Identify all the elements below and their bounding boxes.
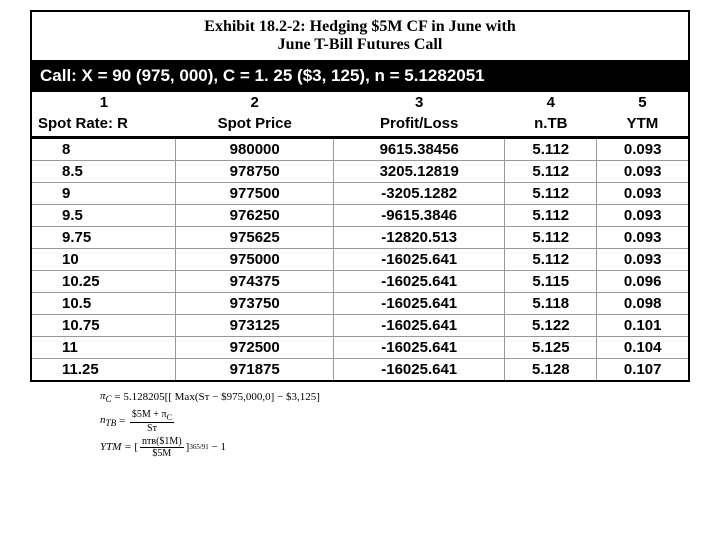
formula-pi: πC = 5.128205[[ Max(Sᴛ − $975,000,0] − $… (100, 388, 690, 407)
table-row: 10.5973750-16025.6415.1180.098 (31, 293, 689, 315)
cell-spot-price: 978750 (176, 161, 334, 183)
column-labels-row: Spot Rate: R Spot Price Profit/Loss n.TB… (31, 113, 689, 138)
cell-spot-price: 976250 (176, 205, 334, 227)
cell-spot-price: 973125 (176, 315, 334, 337)
col-label-ntb: n.TB (505, 113, 597, 138)
table-row: 9977500-3205.12825.1120.093 (31, 183, 689, 205)
cell-spot-rate: 10.25 (31, 271, 176, 293)
cell-ntb: 5.112 (505, 161, 597, 183)
cell-profit-loss: -16025.641 (334, 293, 505, 315)
col-num-5: 5 (597, 92, 689, 113)
table-body: 89800009615.384565.1120.0938.59787503205… (31, 138, 689, 382)
cell-ntb: 5.115 (505, 271, 597, 293)
col-num-3: 3 (334, 92, 505, 113)
table-row: 10.75973125-16025.6415.1220.101 (31, 315, 689, 337)
col-num-4: 4 (505, 92, 597, 113)
cell-ytm: 0.096 (597, 271, 689, 293)
cell-profit-loss: -16025.641 (334, 271, 505, 293)
cell-ytm: 0.093 (597, 205, 689, 227)
cell-ntb: 5.128 (505, 359, 597, 382)
cell-ntb: 5.112 (505, 249, 597, 271)
cell-spot-price: 975625 (176, 227, 334, 249)
cell-spot-price: 972500 (176, 337, 334, 359)
table-row: 9.75975625-12820.5135.1120.093 (31, 227, 689, 249)
col-label-profit-loss: Profit/Loss (334, 113, 505, 138)
col-label-spot-price: Spot Price (176, 113, 334, 138)
cell-profit-loss: -16025.641 (334, 359, 505, 382)
table-row: 89800009615.384565.1120.093 (31, 138, 689, 161)
title-line-1: Exhibit 18.2-2: Hedging $5M CF in June w… (42, 18, 678, 36)
cell-spot-price: 980000 (176, 138, 334, 161)
cell-ntb: 5.125 (505, 337, 597, 359)
hedging-table: 1 2 3 4 5 Spot Rate: R Spot Price Profit… (30, 92, 690, 382)
cell-profit-loss: -12820.513 (334, 227, 505, 249)
exhibit-title-box: Exhibit 18.2-2: Hedging $5M CF in June w… (30, 10, 690, 62)
cell-spot-rate: 9.75 (31, 227, 176, 249)
cell-ytm: 0.101 (597, 315, 689, 337)
cell-profit-loss: -16025.641 (334, 249, 505, 271)
cell-ytm: 0.093 (597, 249, 689, 271)
cell-spot-rate: 10 (31, 249, 176, 271)
cell-spot-price: 975000 (176, 249, 334, 271)
title-line-2: June T-Bill Futures Call (42, 36, 678, 54)
col-label-ytm: YTM (597, 113, 689, 138)
cell-spot-rate: 11.25 (31, 359, 176, 382)
table-row: 11.25971875-16025.6415.1280.107 (31, 359, 689, 382)
cell-ytm: 0.098 (597, 293, 689, 315)
cell-ytm: 0.107 (597, 359, 689, 382)
cell-spot-rate: 8.5 (31, 161, 176, 183)
cell-ntb: 5.118 (505, 293, 597, 315)
cell-profit-loss: 3205.12819 (334, 161, 505, 183)
cell-spot-rate: 8 (31, 138, 176, 161)
cell-ntb: 5.122 (505, 315, 597, 337)
col-num-2: 2 (176, 92, 334, 113)
cell-ytm: 0.093 (597, 227, 689, 249)
cell-spot-price: 973750 (176, 293, 334, 315)
cell-ytm: 0.104 (597, 337, 689, 359)
col-num-1: 1 (31, 92, 176, 113)
cell-spot-price: 977500 (176, 183, 334, 205)
table-row: 11972500-16025.6415.1250.104 (31, 337, 689, 359)
formulas-block: πC = 5.128205[[ Max(Sᴛ − $975,000,0] − $… (30, 388, 690, 459)
table-row: 8.59787503205.128195.1120.093 (31, 161, 689, 183)
cell-spot-price: 974375 (176, 271, 334, 293)
table-row: 9.5976250-9615.38465.1120.093 (31, 205, 689, 227)
cell-profit-loss: -9615.3846 (334, 205, 505, 227)
cell-profit-loss: -16025.641 (334, 315, 505, 337)
cell-profit-loss: -16025.641 (334, 337, 505, 359)
formula-ytm: YTM = [ nᴛʙ($1M) $5M ]365/91 − 1 (100, 436, 690, 459)
cell-profit-loss: -3205.1282 (334, 183, 505, 205)
formula-ntb: nTB = $5M + πC Sᴛ (100, 409, 690, 434)
column-numbers-row: 1 2 3 4 5 (31, 92, 689, 113)
cell-ntb: 5.112 (505, 205, 597, 227)
cell-spot-rate: 10.75 (31, 315, 176, 337)
cell-ntb: 5.112 (505, 183, 597, 205)
cell-spot-price: 971875 (176, 359, 334, 382)
table-row: 10.25974375-16025.6415.1150.096 (31, 271, 689, 293)
call-parameters-bar: Call: X = 90 (975, 000), C = 1. 25 ($3, … (30, 62, 690, 92)
col-label-spot-rate: Spot Rate: R (31, 113, 176, 138)
cell-spot-rate: 11 (31, 337, 176, 359)
cell-ntb: 5.112 (505, 138, 597, 161)
cell-spot-rate: 9.5 (31, 205, 176, 227)
cell-profit-loss: 9615.38456 (334, 138, 505, 161)
cell-ytm: 0.093 (597, 138, 689, 161)
cell-spot-rate: 9 (31, 183, 176, 205)
cell-spot-rate: 10.5 (31, 293, 176, 315)
table-row: 10975000-16025.6415.1120.093 (31, 249, 689, 271)
cell-ntb: 5.112 (505, 227, 597, 249)
cell-ytm: 0.093 (597, 161, 689, 183)
cell-ytm: 0.093 (597, 183, 689, 205)
